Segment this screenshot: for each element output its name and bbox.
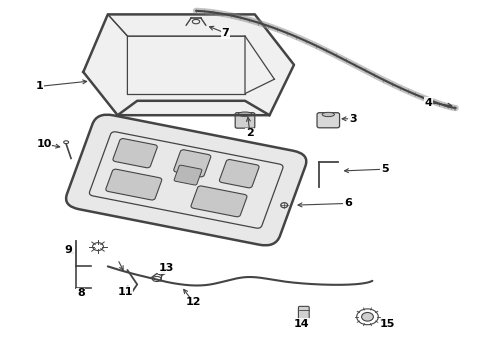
FancyBboxPatch shape bbox=[235, 113, 255, 128]
Text: 5: 5 bbox=[381, 164, 389, 174]
FancyBboxPatch shape bbox=[174, 165, 202, 185]
FancyBboxPatch shape bbox=[113, 139, 157, 168]
Text: 4: 4 bbox=[425, 98, 433, 108]
Text: 15: 15 bbox=[379, 319, 395, 329]
Text: 1: 1 bbox=[35, 81, 43, 91]
FancyBboxPatch shape bbox=[317, 113, 340, 128]
Ellipse shape bbox=[322, 112, 335, 117]
Text: 9: 9 bbox=[65, 245, 73, 255]
Text: 11: 11 bbox=[117, 287, 133, 297]
FancyBboxPatch shape bbox=[220, 159, 259, 188]
FancyBboxPatch shape bbox=[191, 186, 247, 217]
FancyBboxPatch shape bbox=[106, 169, 162, 200]
Text: 6: 6 bbox=[344, 198, 352, 208]
Text: 14: 14 bbox=[294, 319, 309, 329]
FancyBboxPatch shape bbox=[66, 115, 306, 245]
Polygon shape bbox=[83, 14, 294, 115]
Ellipse shape bbox=[362, 312, 373, 321]
Text: 10: 10 bbox=[36, 139, 52, 149]
FancyBboxPatch shape bbox=[174, 150, 211, 177]
Text: 3: 3 bbox=[349, 114, 357, 124]
Text: 2: 2 bbox=[246, 128, 254, 138]
Text: 7: 7 bbox=[221, 28, 229, 38]
FancyBboxPatch shape bbox=[298, 306, 309, 320]
Ellipse shape bbox=[238, 112, 252, 116]
Text: 8: 8 bbox=[77, 288, 85, 298]
Text: 12: 12 bbox=[186, 297, 201, 307]
Text: 13: 13 bbox=[159, 263, 174, 273]
